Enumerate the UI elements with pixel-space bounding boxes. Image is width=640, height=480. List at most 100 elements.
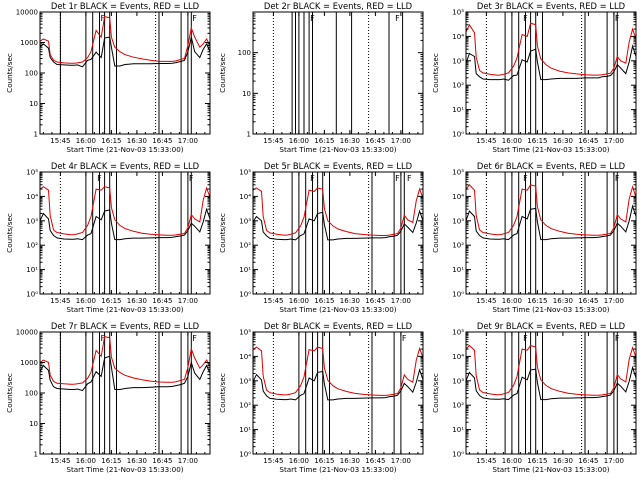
panel-title: Det 8r BLACK = Events, RED = LLD xyxy=(264,321,412,331)
panel-title: Det 4r BLACK = Events, RED = LLD xyxy=(51,161,199,171)
x-tick-label: 16:45 xyxy=(365,297,385,305)
flag-label: F xyxy=(192,334,197,343)
y-axis-label: Counts/sec xyxy=(5,213,14,253)
y-tick-label: 1000 xyxy=(20,359,38,367)
x-tick-label: 16:45 xyxy=(152,297,172,305)
plot-frame xyxy=(252,331,424,455)
detector-panel-9: Det 9r BLACK = Events, RED = LLD F F 10⁰ 10¹… xyxy=(431,321,637,474)
flag-label: F xyxy=(523,334,528,343)
y-tick-label: 100 xyxy=(238,49,251,57)
y-axis-label: Counts/sec xyxy=(5,53,14,93)
y-tick-label: 1000 xyxy=(20,39,38,47)
y-tick-label: 10⁵ xyxy=(239,329,251,337)
x-tick-label: 15:45 xyxy=(50,297,70,305)
x-tick-label: 16:45 xyxy=(578,137,598,145)
detector-panel-3: Det 3r BLACK = Events, RED = LLD F F 10⁰ 10¹… xyxy=(431,1,637,154)
y-tick-label: 10⁵ xyxy=(239,169,251,177)
detector-panel-2: Det 2r BLACK = Events, RED = LLD F F 1 10 100… xyxy=(218,1,424,154)
y-tick-label: 10⁴ xyxy=(452,33,464,41)
x-tick-label: 16:45 xyxy=(365,137,385,145)
flag-label: F xyxy=(395,174,400,183)
x-tick-label: 16:15 xyxy=(527,297,547,305)
x-tick-label: 15:45 xyxy=(476,297,496,305)
y-tick-label: 10² xyxy=(452,242,464,250)
flag-label: F xyxy=(97,174,102,183)
x-tick-label: 17:00 xyxy=(391,457,411,465)
x-tick-label: 16:00 xyxy=(502,457,522,465)
detector-panel-6: Det 6r BLACK = Events, RED = LLD F F 10⁰ 10¹… xyxy=(431,161,637,314)
x-tick-label: 15:45 xyxy=(50,457,70,465)
events-series-line xyxy=(465,204,637,241)
flag-label: F xyxy=(615,14,620,23)
y-tick-label: 10³ xyxy=(452,377,464,385)
x-tick-label: 16:00 xyxy=(76,137,96,145)
x-tick-label: 16:45 xyxy=(578,457,598,465)
y-axis-label: Counts/sec xyxy=(218,53,227,93)
y-tick-label: 10³ xyxy=(452,217,464,225)
x-tick-label: 15:45 xyxy=(476,457,496,465)
flag-label: F xyxy=(615,174,620,183)
y-axis-label: Counts/sec xyxy=(218,373,227,413)
x-tick-label: 16:30 xyxy=(340,297,360,305)
x-axis-label: Start Time (21-Nov-03 15:33:00) xyxy=(66,465,183,474)
y-axis-label: Counts/sec xyxy=(431,373,440,413)
lld-series-line xyxy=(252,187,424,236)
y-tick-label: 10² xyxy=(239,242,251,250)
y-tick-label: 100 xyxy=(25,390,38,398)
x-tick-label: 17:00 xyxy=(391,137,411,145)
x-axis-label: Start Time (21-Nov-03 15:33:00) xyxy=(279,145,396,154)
x-tick-label: 16:45 xyxy=(578,297,598,305)
y-tick-label: 10⁴ xyxy=(452,193,464,201)
y-tick-label: 10³ xyxy=(452,57,464,65)
flag-label: F xyxy=(523,14,528,23)
y-axis-label: Counts/sec xyxy=(431,213,440,253)
panel-title: Det 1r BLACK = Events, RED = LLD xyxy=(51,1,199,11)
plot-frame xyxy=(465,171,637,295)
x-tick-label: 16:15 xyxy=(314,137,334,145)
y-tick-label: 10¹ xyxy=(26,266,38,274)
y-tick-label: 10⁰ xyxy=(452,451,464,459)
flag-label: F xyxy=(101,334,106,343)
y-tick-label: 10⁴ xyxy=(239,353,251,361)
y-tick-label: 10⁰ xyxy=(239,451,251,459)
y-tick-label: 10⁴ xyxy=(26,193,38,201)
x-axis-label: Start Time (21-Nov-03 15:33:00) xyxy=(279,465,396,474)
x-tick-label: 16:00 xyxy=(502,297,522,305)
x-tick-label: 16:00 xyxy=(76,457,96,465)
y-tick-label: 10³ xyxy=(239,377,251,385)
x-tick-label: 17:00 xyxy=(604,457,624,465)
x-tick-label: 16:15 xyxy=(314,457,334,465)
lld-series-line xyxy=(465,184,637,236)
y-tick-label: 10⁵ xyxy=(26,169,38,177)
x-tick-label: 16:00 xyxy=(289,457,309,465)
y-tick-label: 10⁰ xyxy=(239,291,251,299)
flag-label: F xyxy=(189,174,194,183)
y-axis-label: Counts/sec xyxy=(5,373,14,413)
events-series-line xyxy=(39,36,211,68)
y-tick-label: 10⁵ xyxy=(452,329,464,337)
x-tick-label: 17:00 xyxy=(604,137,624,145)
x-tick-label: 16:15 xyxy=(101,297,121,305)
x-axis-label: Start Time (21-Nov-03 15:33:00) xyxy=(492,465,609,474)
x-axis-label: Start Time (21-Nov-03 15:33:00) xyxy=(279,305,396,314)
plot-frame xyxy=(39,171,211,295)
x-tick-label: 15:45 xyxy=(50,137,70,145)
y-tick-label: 10¹ xyxy=(452,266,464,274)
x-tick-label: 17:00 xyxy=(178,297,198,305)
detector-panel-4: Det 4r BLACK = Events, RED = LLD F F 10⁰ 10¹… xyxy=(5,161,211,314)
x-tick-label: 16:15 xyxy=(101,137,121,145)
x-tick-label: 17:00 xyxy=(178,457,198,465)
plot-frame xyxy=(252,171,424,295)
flag-label: F xyxy=(615,334,620,343)
y-tick-label: 10² xyxy=(26,242,38,250)
x-axis-label: Start Time (21-Nov-03 15:33:00) xyxy=(66,145,183,154)
y-tick-label: 10⁰ xyxy=(452,291,464,299)
x-tick-label: 16:15 xyxy=(101,457,121,465)
y-tick-label: 10² xyxy=(452,82,464,90)
y-tick-label: 10⁵ xyxy=(452,9,464,17)
y-tick-label: 100 xyxy=(25,70,38,78)
y-tick-label: 10¹ xyxy=(452,106,464,114)
x-axis-label: Start Time (21-Nov-03 15:33:00) xyxy=(492,305,609,314)
plot-frame xyxy=(465,331,637,455)
